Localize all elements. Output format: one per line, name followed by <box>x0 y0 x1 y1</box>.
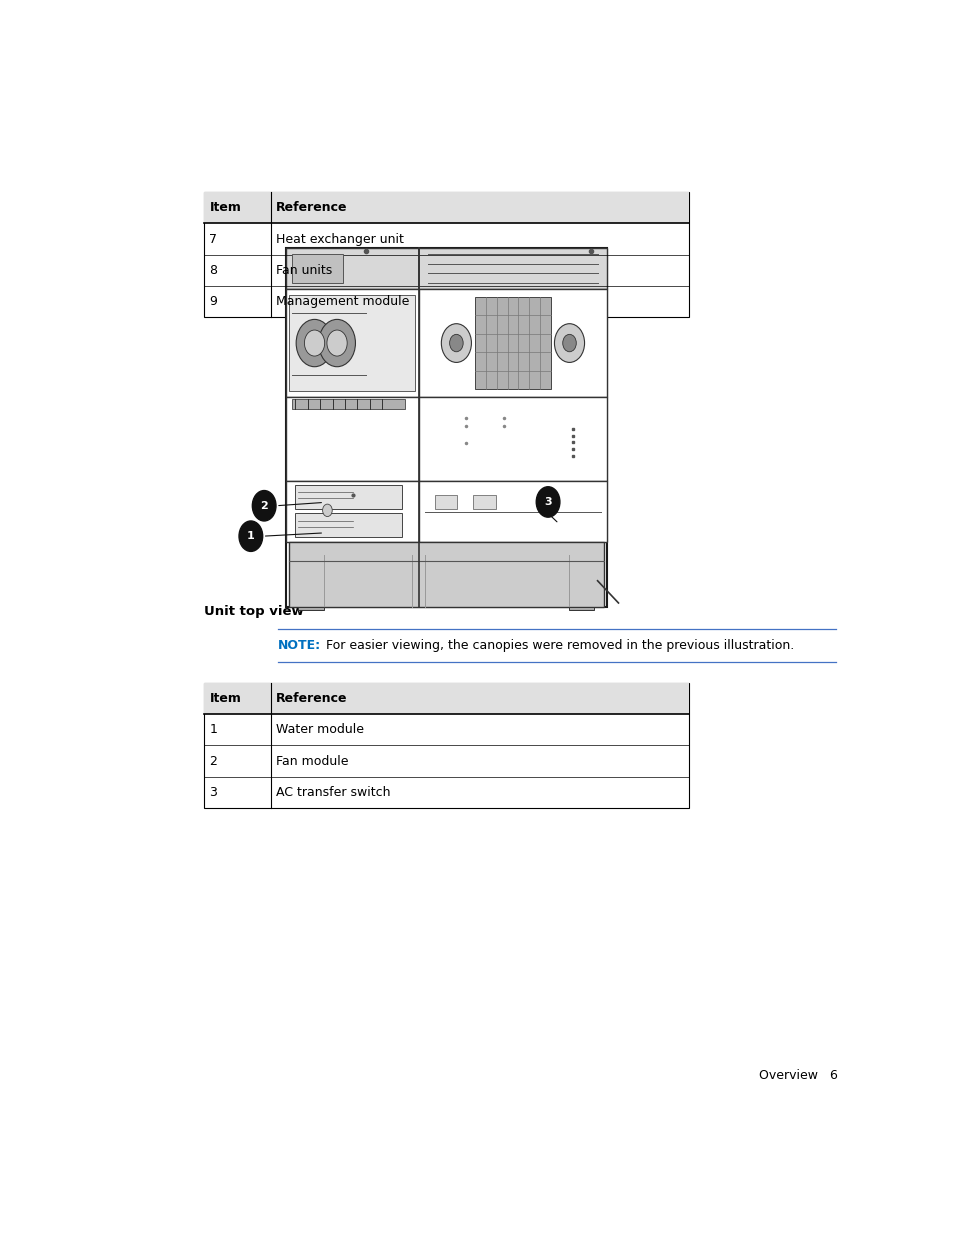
Text: 1: 1 <box>210 724 217 736</box>
Bar <box>285 248 607 289</box>
Text: Fan units: Fan units <box>275 264 332 277</box>
Bar <box>418 289 607 396</box>
Circle shape <box>441 324 471 362</box>
Circle shape <box>239 521 262 551</box>
Text: NOTE:: NOTE: <box>278 638 321 652</box>
Bar <box>294 513 401 537</box>
Circle shape <box>554 324 584 362</box>
Bar <box>568 606 594 610</box>
Circle shape <box>327 330 347 356</box>
Text: 2: 2 <box>210 755 217 768</box>
Circle shape <box>318 320 355 367</box>
Text: Water module: Water module <box>275 724 364 736</box>
Bar <box>204 191 688 317</box>
Bar <box>475 296 550 389</box>
Circle shape <box>322 504 332 516</box>
Text: 8: 8 <box>210 264 217 277</box>
Bar <box>285 482 418 542</box>
Bar <box>435 495 456 509</box>
Bar <box>289 295 416 391</box>
Bar <box>204 683 688 714</box>
Text: 3: 3 <box>544 496 551 506</box>
Text: Management module: Management module <box>275 295 409 309</box>
Circle shape <box>449 335 462 352</box>
Circle shape <box>252 490 275 521</box>
Text: Heat exchanger unit: Heat exchanger unit <box>275 232 403 246</box>
Text: Item: Item <box>210 692 241 705</box>
Text: Reference: Reference <box>275 692 347 705</box>
Text: 9: 9 <box>210 295 217 309</box>
Text: 1: 1 <box>247 531 254 541</box>
Bar <box>289 542 603 606</box>
Bar <box>285 289 418 396</box>
Circle shape <box>536 487 559 517</box>
Text: For easier viewing, the canopies were removed in the previous illustration.: For easier viewing, the canopies were re… <box>326 638 794 652</box>
Text: Item: Item <box>210 201 241 214</box>
Circle shape <box>304 330 324 356</box>
Bar <box>294 485 401 509</box>
Text: 3: 3 <box>210 785 217 799</box>
Text: AC transfer switch: AC transfer switch <box>275 785 390 799</box>
Circle shape <box>295 320 333 367</box>
Bar <box>473 495 496 509</box>
Bar <box>292 399 405 410</box>
Bar <box>298 606 324 610</box>
Text: 2: 2 <box>260 500 268 511</box>
Bar <box>418 396 607 482</box>
Text: Reference: Reference <box>275 201 347 214</box>
Bar <box>292 254 343 283</box>
Text: 7: 7 <box>210 232 217 246</box>
Bar <box>204 683 688 808</box>
Text: Fan module: Fan module <box>275 755 348 768</box>
Bar <box>285 396 418 482</box>
Text: Unit top view: Unit top view <box>204 605 304 618</box>
Bar <box>418 482 607 542</box>
Bar <box>285 248 607 606</box>
Text: Overview   6: Overview 6 <box>758 1070 837 1082</box>
Bar <box>204 191 688 224</box>
Circle shape <box>562 335 576 352</box>
